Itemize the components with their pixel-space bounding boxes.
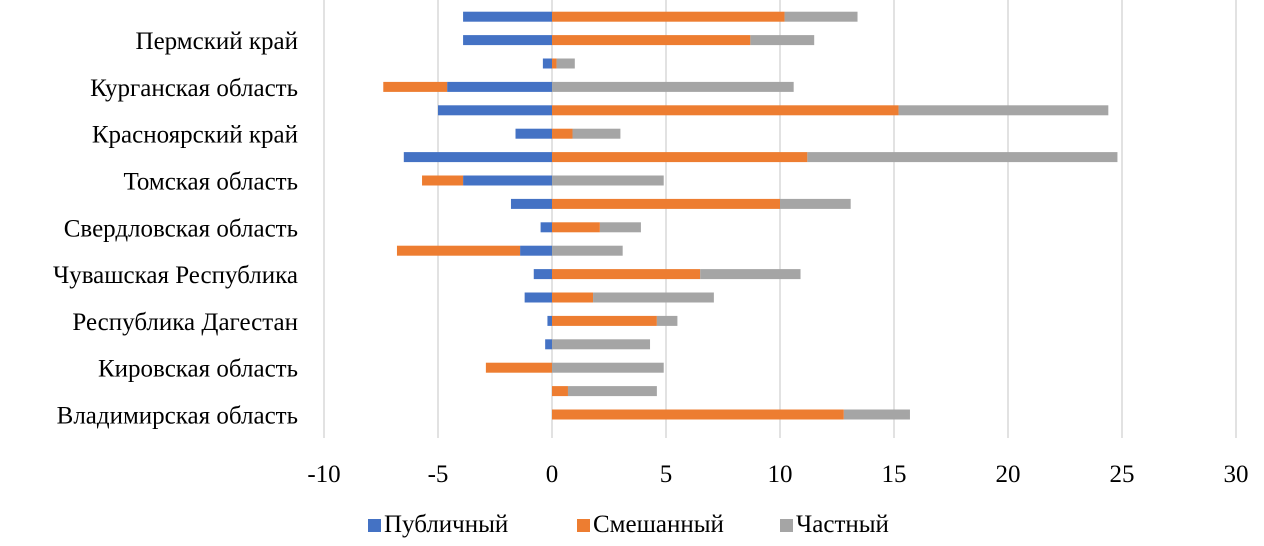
category-label: Кировская область — [98, 356, 298, 383]
category-label: Владимирская область — [57, 403, 298, 430]
bar-Частный-row-1 — [750, 35, 815, 46]
legend-label-1: Смешанный — [593, 511, 724, 538]
legend: Публичный Смешанный Частный — [368, 511, 889, 538]
bar-Смешанный-row-2 — [552, 58, 557, 69]
bar-Частный-row-8 — [780, 198, 851, 209]
bar-Публичный-row-9 — [540, 222, 552, 233]
x-tick-label: 20 — [996, 461, 1021, 488]
bar-Смешанный-row-13 — [552, 315, 657, 326]
x-tick-label: 5 — [660, 461, 673, 488]
x-axis-tick-labels: -10 -5 0 5 10 15 20 25 30 — [307, 461, 1248, 488]
bars — [383, 11, 1118, 420]
bar-Смешанный-row-12 — [552, 292, 594, 303]
category-label: Курганская область — [90, 75, 298, 102]
bar-Частный-row-10 — [552, 245, 623, 256]
bar-Публичный-row-6 — [403, 152, 552, 163]
bar-Публичный-row-7 — [463, 175, 552, 186]
bar-Частный-row-4 — [898, 105, 1109, 116]
x-tick-label: 15 — [882, 461, 907, 488]
legend-swatch-2 — [780, 519, 793, 532]
bar-Смешанный-row-3 — [383, 81, 448, 92]
x-tick-label: 0 — [546, 461, 559, 488]
bar-Смешанный-row-17 — [552, 409, 844, 420]
bar-Смешанный-row-15 — [485, 362, 552, 373]
bar-Частный-row-13 — [656, 315, 678, 326]
bar-Публичный-row-12 — [524, 292, 552, 303]
bar-Смешанный-row-8 — [552, 198, 780, 209]
bar-Публичный-row-2 — [542, 58, 552, 69]
bar-Смешанный-row-6 — [552, 152, 808, 163]
x-tick-label: -10 — [307, 461, 340, 488]
bar-Частный-row-14 — [552, 339, 651, 350]
bar-Частный-row-15 — [552, 362, 664, 373]
category-label: Пермский край — [136, 28, 298, 55]
bar-Частный-row-0 — [784, 11, 858, 22]
category-labels: Пермский край Курганская область Красноярс… — [53, 28, 298, 429]
x-tick-label: 30 — [1224, 461, 1249, 488]
bar-Публичный-row-0 — [463, 11, 552, 22]
category-label: Чувашская Республика — [53, 262, 298, 289]
bar-Частный-row-12 — [593, 292, 714, 303]
bar-Публичный-row-5 — [515, 128, 552, 139]
bar-Смешанный-row-7 — [422, 175, 464, 186]
bar-Смешанный-row-0 — [552, 11, 785, 22]
bar-Частный-row-5 — [572, 128, 621, 139]
bar-Смешанный-row-10 — [396, 245, 521, 256]
bar-Частный-row-6 — [807, 152, 1118, 163]
bar-Публичный-row-8 — [510, 198, 552, 209]
bar-Публичный-row-14 — [545, 339, 552, 350]
bar-Частный-row-2 — [556, 58, 575, 69]
bar-Публичный-row-3 — [447, 81, 552, 92]
bar-Публичный-row-13 — [547, 315, 552, 326]
bar-Публичный-row-1 — [463, 35, 552, 46]
bar-Частный-row-16 — [567, 386, 657, 397]
category-label: Свердловская область — [64, 215, 298, 242]
gridlines — [323, 0, 1237, 438]
bar-Частный-row-17 — [843, 409, 910, 420]
bar-Публичный-row-11 — [533, 269, 552, 280]
x-tick-label: 10 — [768, 461, 793, 488]
x-tick-label: 25 — [1110, 461, 1135, 488]
bar-Смешанный-row-9 — [552, 222, 600, 233]
bar-Частный-row-9 — [599, 222, 641, 233]
bar-Публичный-row-4 — [438, 105, 552, 116]
legend-label-0: Публичный — [384, 511, 508, 538]
bar-Смешанный-row-1 — [552, 35, 751, 46]
bar-Смешанный-row-11 — [552, 269, 701, 280]
bar-Публичный-row-10 — [520, 245, 552, 256]
bar-Смешанный-row-16 — [552, 386, 568, 397]
legend-swatch-1 — [577, 519, 590, 532]
x-tick-label: -5 — [428, 461, 449, 488]
legend-swatch-0 — [368, 519, 381, 532]
category-label: Республика Дагестан — [72, 309, 298, 336]
legend-label-2: Частный — [796, 511, 889, 538]
bar-Смешанный-row-4 — [552, 105, 899, 116]
category-label: Томская область — [123, 169, 298, 196]
bar-Частный-row-11 — [700, 269, 801, 280]
bar-Частный-row-7 — [552, 175, 664, 186]
bar-Смешанный-row-5 — [552, 128, 573, 139]
category-label: Красноярский край — [92, 122, 298, 149]
bar-Частный-row-3 — [552, 81, 794, 92]
